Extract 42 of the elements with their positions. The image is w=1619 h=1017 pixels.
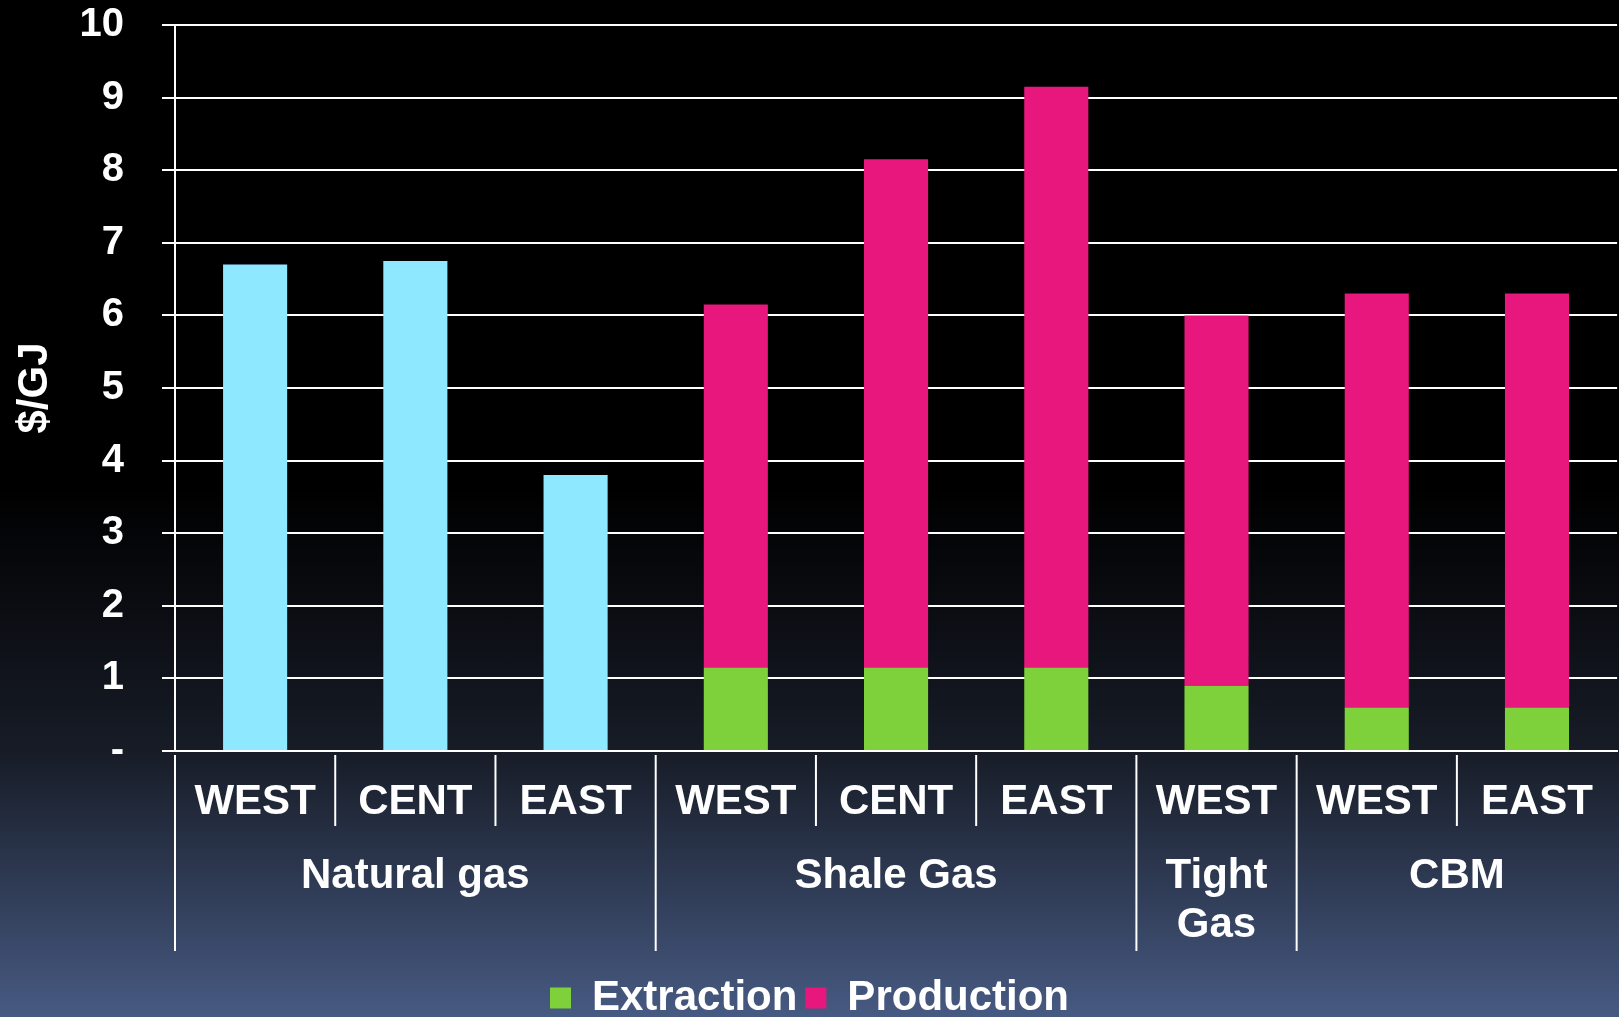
bar [1504, 293, 1570, 708]
y-tick-label: 4 [101, 435, 125, 480]
x-tick-label: WEST [1316, 775, 1438, 823]
bar [1024, 667, 1089, 750]
x-tick-label: WEST [1155, 775, 1278, 823]
y-tick-label: 2 [101, 580, 124, 625]
bar [864, 159, 929, 668]
y-tick-label: 1 [101, 653, 124, 698]
text: CBM [1409, 849, 1505, 897]
legend-label: Production [847, 971, 1070, 1017]
bar [1504, 707, 1570, 750]
text: Shale Gas [794, 849, 998, 897]
text: Natural gas [300, 849, 530, 897]
x-tick-label: WEST [675, 775, 797, 823]
x-tick-label: CENT [358, 775, 473, 823]
y-tick-label: 10 [79, 0, 124, 45]
bar [703, 304, 768, 668]
bar [1344, 707, 1409, 750]
y-axis-title: $/GJ [8, 342, 56, 434]
y-tick-label: 8 [101, 145, 124, 190]
x-tick-label: EAST [1000, 775, 1113, 823]
bar [223, 264, 288, 750]
bar [383, 260, 448, 750]
y-tick-label: 7 [101, 217, 124, 262]
legend-label: Extraction [591, 971, 798, 1017]
y-tick-label: - [110, 726, 124, 771]
bar [1344, 293, 1409, 708]
bar [543, 475, 608, 750]
y-tick-label: 3 [101, 508, 124, 553]
bar [703, 667, 768, 750]
x-tick-label: EAST [1480, 775, 1594, 823]
y-tick-label: 9 [101, 72, 124, 117]
x-tick-label: WEST [194, 775, 317, 823]
bar [1024, 86, 1089, 668]
bar [864, 667, 929, 750]
x-tick-label: EAST [519, 775, 632, 823]
y-tick-label: 5 [101, 363, 124, 408]
bar [1184, 315, 1249, 686]
text: Tight Gas [1165, 849, 1268, 946]
bar [1184, 685, 1249, 750]
x-tick-label: CENT [838, 775, 954, 823]
y-tick-label: 6 [101, 290, 124, 335]
